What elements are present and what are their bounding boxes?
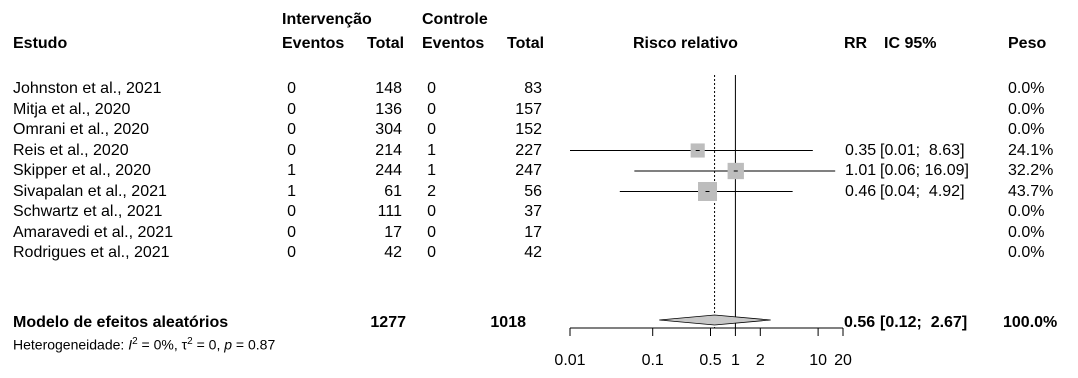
total-intervention: 304 — [375, 121, 402, 138]
x-axis-tick-label: 0.5 — [699, 352, 721, 369]
column-header-events-intervention: Eventos — [282, 35, 345, 52]
total-control: 83 — [524, 80, 542, 97]
study-weight: 0.0% — [1008, 223, 1045, 241]
pooled-weight: 100.0% — [1003, 314, 1058, 331]
total-control: 42 — [524, 244, 542, 261]
total-intervention: 136 — [375, 100, 402, 118]
total-control: 17 — [524, 223, 542, 241]
events-control: 0 — [427, 223, 436, 241]
events-control: 2 — [427, 182, 436, 200]
study-rr: 1.01 — [845, 162, 877, 179]
events-intervention: 0 — [287, 141, 296, 159]
events-intervention: 0 — [287, 244, 296, 261]
total-intervention: 61 — [384, 182, 402, 200]
tau-value: = 0, — [192, 336, 225, 353]
study-weight: 0.0% — [1008, 244, 1045, 261]
pooled-diamond — [659, 314, 771, 326]
study-name: Schwartz et al., 2021 — [13, 203, 163, 220]
i2-value: = 0%, — [137, 336, 182, 353]
events-intervention: 0 — [287, 80, 296, 97]
events-control: 0 — [427, 203, 436, 220]
total-intervention: 244 — [375, 162, 402, 179]
events-control: 1 — [427, 162, 436, 179]
total-control: 152 — [515, 121, 542, 138]
study-ci: [0.01; 8.63] — [880, 141, 965, 159]
x-axis-tick-label: 20 — [834, 352, 852, 369]
x-axis-tick-label: 2 — [756, 352, 765, 369]
events-intervention: 0 — [287, 203, 296, 220]
total-intervention: 111 — [377, 203, 402, 220]
total-control: 157 — [515, 100, 542, 118]
group1-label: Intervenção — [282, 11, 372, 28]
pooled-total-intervention: 1277 — [370, 314, 406, 331]
pooled-rr: 0.56 — [844, 314, 876, 331]
pooled-label: Modelo de efeitos aleatórios — [13, 314, 229, 331]
total-control: 227 — [515, 141, 542, 159]
total-intervention: 214 — [375, 141, 402, 159]
x-axis-tick-label: 0.01 — [554, 352, 585, 369]
events-intervention: 1 — [287, 162, 296, 179]
column-header-ci: IC 95% — [884, 35, 937, 52]
study-name: Sivapalan et al., 2021 — [13, 182, 167, 200]
heterogeneity-text: Heterogeneidade: I2 = 0%, τ2 = 0, p = 0.… — [13, 336, 276, 353]
column-header-effect: Risco relativo — [633, 35, 738, 52]
study-weight: 0.0% — [1008, 80, 1045, 97]
study-rr: 0.35 — [845, 141, 877, 159]
total-intervention: 148 — [375, 80, 402, 97]
study-name: Amaravedi et al., 2021 — [13, 223, 174, 241]
column-header-total-control: Total — [507, 35, 545, 52]
column-header-rr: RR — [844, 35, 868, 52]
tau-symbol: τ — [181, 336, 188, 353]
study-name: Johnston et al., 2021 — [13, 80, 162, 97]
events-intervention: 1 — [287, 182, 296, 200]
heterogeneity-prefix: Heterogeneidade: — [13, 336, 129, 353]
study-ci: [0.06; 16.09] — [880, 162, 969, 179]
p-value: = 0.87 — [232, 336, 276, 353]
events-control: 0 — [427, 80, 436, 97]
study-weight: 0.0% — [1008, 203, 1045, 220]
study-name: Rodrigues et al., 2021 — [13, 244, 170, 261]
group2-label: Controle — [422, 11, 488, 28]
study-weight: 24.1% — [1008, 141, 1054, 159]
study-name: Skipper et al., 2020 — [13, 162, 151, 179]
column-header-weight: Peso — [1008, 35, 1047, 52]
study-ci: [0.04; 4.92] — [880, 182, 965, 200]
pooled-ci: [0.12; 2.67] — [880, 314, 968, 331]
study-rr: 0.46 — [845, 182, 877, 200]
events-control: 0 — [427, 244, 436, 261]
pooled-total-control: 1018 — [490, 314, 526, 331]
p-symbol: p — [224, 336, 233, 353]
total-control: 56 — [524, 182, 542, 200]
total-intervention: 42 — [384, 244, 402, 261]
events-control: 0 — [427, 100, 436, 118]
study-name: Omrani et al., 2020 — [13, 121, 150, 138]
study-name: Reis et al., 2020 — [13, 141, 129, 159]
events-intervention: 0 — [287, 121, 296, 138]
x-axis-tick-label: 0.1 — [642, 352, 664, 369]
column-header-total-intervention: Total — [367, 35, 405, 52]
x-axis-tick-label: 10 — [809, 352, 827, 369]
study-weight: 32.2% — [1008, 162, 1054, 179]
events-intervention: 0 — [287, 223, 296, 241]
study-weight: 0.0% — [1008, 121, 1045, 138]
events-control: 1 — [427, 141, 436, 159]
total-control: 247 — [515, 162, 542, 179]
column-header-events-control: Eventos — [422, 35, 485, 52]
study-weight: 43.7% — [1008, 182, 1054, 200]
column-header-study: Estudo — [13, 35, 68, 52]
events-control: 0 — [427, 121, 436, 138]
total-control: 37 — [524, 203, 542, 220]
events-intervention: 0 — [287, 100, 296, 118]
x-axis-tick-label: 1 — [731, 352, 740, 369]
i2-symbol: I — [128, 336, 133, 353]
study-weight: 0.0% — [1008, 100, 1045, 118]
study-name: Mitja et al., 2020 — [13, 100, 131, 118]
total-intervention: 17 — [384, 223, 402, 241]
